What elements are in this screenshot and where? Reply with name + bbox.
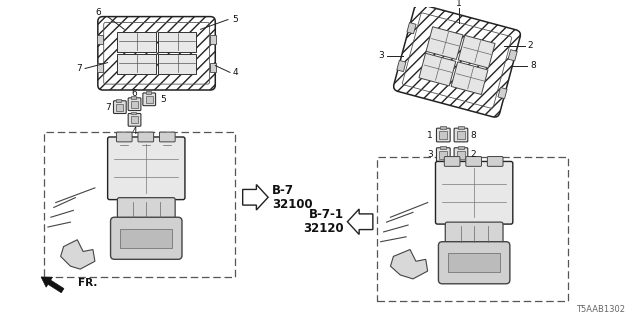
FancyBboxPatch shape [113, 101, 126, 114]
Bar [131, 116, 138, 123]
Bar [451, 62, 488, 94]
Bar [377, 156, 568, 301]
Bar [458, 146, 464, 149]
Polygon shape [348, 209, 373, 235]
Text: 3: 3 [427, 150, 433, 159]
FancyBboxPatch shape [159, 132, 175, 142]
FancyBboxPatch shape [436, 128, 450, 142]
Bar [146, 91, 150, 94]
Bar [426, 27, 463, 60]
Text: 6: 6 [95, 8, 100, 17]
Bar [407, 23, 416, 34]
FancyBboxPatch shape [108, 137, 185, 200]
Bar [131, 96, 136, 99]
Text: 4: 4 [132, 127, 138, 136]
FancyBboxPatch shape [445, 222, 503, 246]
Bar [448, 253, 500, 272]
Bar [458, 126, 464, 129]
FancyBboxPatch shape [116, 132, 132, 142]
Text: 7: 7 [105, 103, 111, 112]
Text: B-7: B-7 [272, 184, 294, 197]
Bar [157, 32, 196, 52]
Bar [419, 53, 456, 86]
Bar [397, 60, 406, 72]
FancyBboxPatch shape [111, 217, 182, 259]
FancyBboxPatch shape [394, 4, 520, 117]
Bar [440, 146, 446, 149]
Polygon shape [61, 240, 95, 269]
Bar [116, 104, 124, 110]
FancyBboxPatch shape [128, 98, 141, 110]
Bar [440, 151, 447, 158]
Text: 32100: 32100 [272, 198, 313, 211]
Bar [146, 96, 152, 103]
Bar [116, 99, 122, 102]
Polygon shape [390, 250, 428, 279]
Bar [120, 229, 172, 248]
FancyArrow shape [41, 277, 64, 293]
Text: 6: 6 [132, 89, 138, 99]
FancyBboxPatch shape [444, 156, 460, 166]
FancyBboxPatch shape [435, 162, 513, 224]
Text: 8: 8 [531, 61, 536, 70]
Bar [458, 36, 495, 68]
Bar [508, 50, 517, 61]
Text: 1: 1 [456, 0, 462, 8]
Bar [457, 131, 465, 139]
Bar [44, 132, 235, 277]
Bar [211, 36, 216, 44]
FancyBboxPatch shape [117, 198, 175, 221]
FancyBboxPatch shape [143, 93, 156, 106]
FancyBboxPatch shape [438, 242, 510, 284]
FancyBboxPatch shape [488, 156, 503, 166]
Text: 5: 5 [232, 15, 237, 24]
FancyBboxPatch shape [128, 114, 141, 126]
Bar [157, 54, 196, 74]
FancyBboxPatch shape [138, 132, 154, 142]
Bar [117, 32, 156, 52]
Text: B-7-1: B-7-1 [308, 208, 344, 221]
Bar [440, 126, 446, 129]
Bar [131, 101, 138, 108]
Text: 4: 4 [233, 68, 239, 77]
FancyBboxPatch shape [466, 156, 481, 166]
Bar [131, 112, 136, 115]
Text: 8: 8 [471, 131, 476, 140]
FancyBboxPatch shape [454, 128, 468, 142]
Bar [97, 63, 103, 72]
Text: 1: 1 [427, 131, 433, 140]
Text: T5AAB1302: T5AAB1302 [577, 305, 625, 314]
Text: 32120: 32120 [303, 222, 344, 235]
Text: 7: 7 [76, 64, 82, 73]
Bar [211, 63, 216, 72]
Text: 5: 5 [161, 95, 166, 104]
Bar [97, 36, 103, 44]
Polygon shape [243, 185, 268, 210]
Text: 3: 3 [378, 51, 383, 60]
Bar [498, 87, 507, 99]
Text: FR.: FR. [78, 278, 98, 288]
Bar [117, 54, 156, 74]
FancyBboxPatch shape [98, 17, 215, 90]
FancyBboxPatch shape [454, 148, 468, 162]
Bar [457, 151, 465, 158]
Bar [440, 131, 447, 139]
Text: 2: 2 [527, 42, 533, 51]
FancyBboxPatch shape [436, 148, 450, 162]
Text: 2: 2 [471, 150, 476, 159]
